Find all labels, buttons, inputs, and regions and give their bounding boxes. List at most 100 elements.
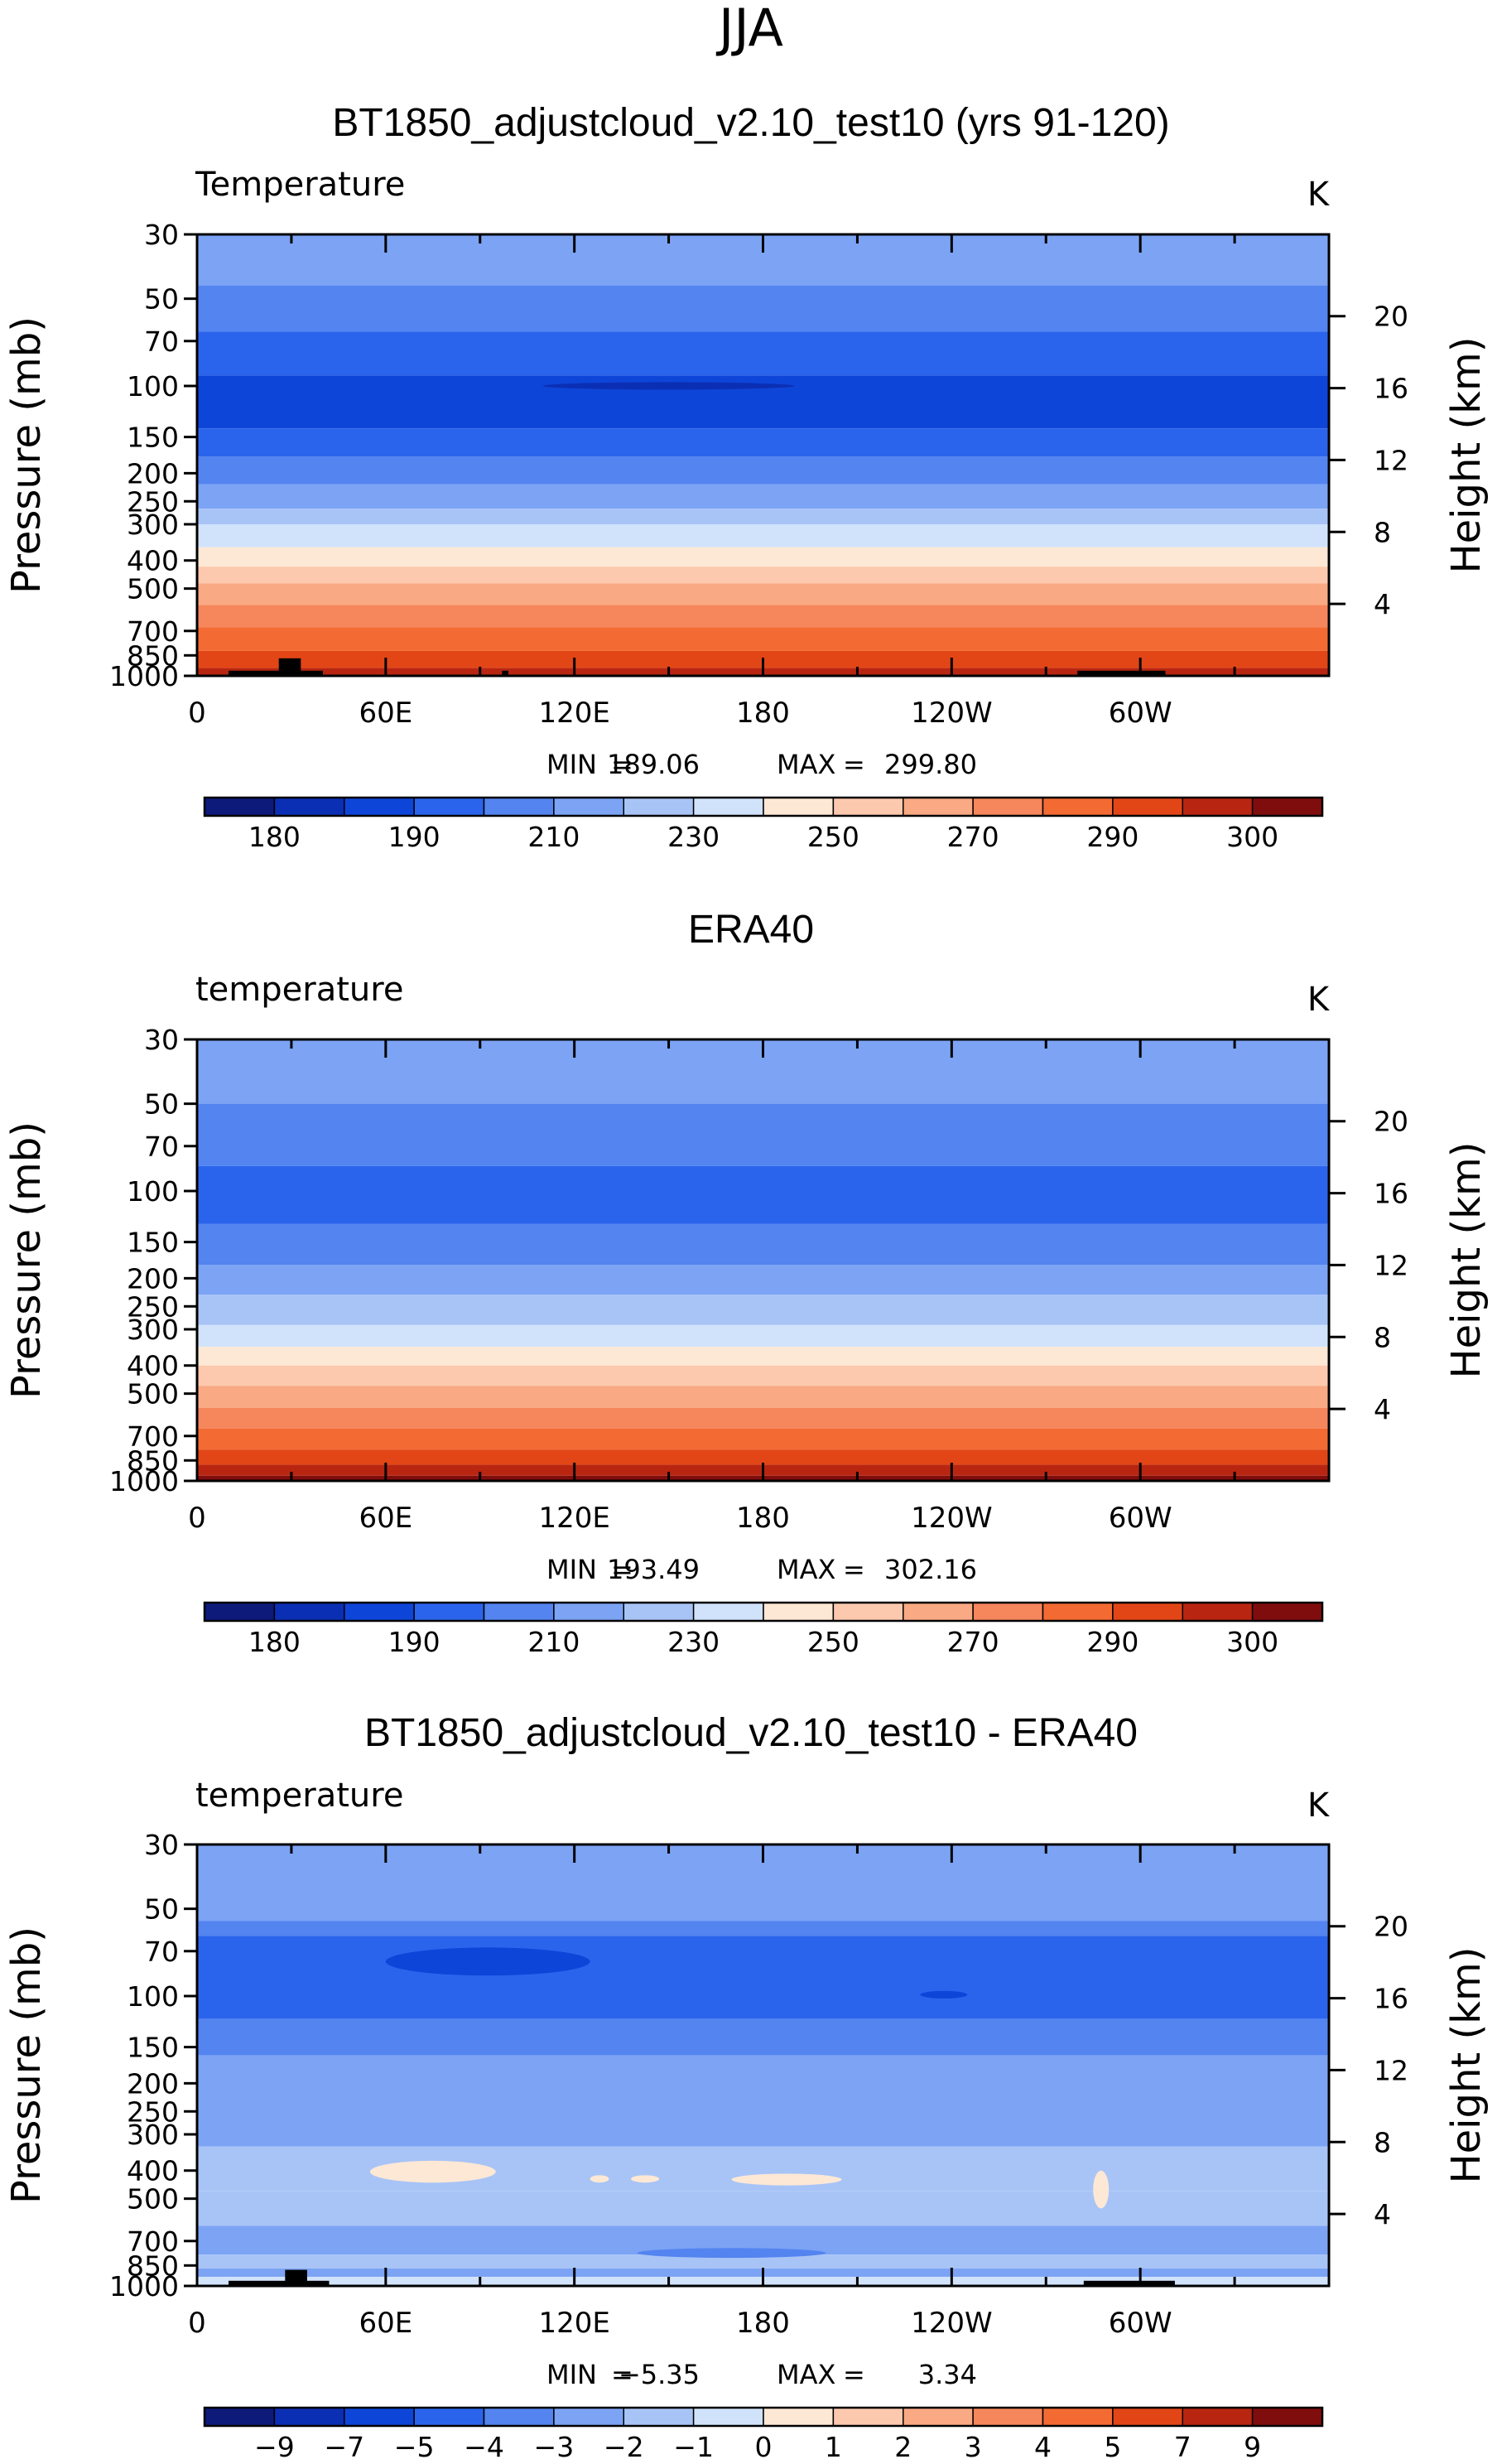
colorbar-tick-label: 190 [388, 1626, 440, 1658]
colorbar-swatch [273, 2407, 345, 2427]
colorbar-tick-label: 230 [667, 1626, 720, 1658]
colorbar-tick-label: 210 [527, 1626, 580, 1658]
colorbar-swatch [1042, 797, 1114, 817]
colorbar-swatch [763, 2407, 835, 2427]
colorbar-tick-label: 270 [947, 1626, 999, 1658]
panel-3: BT1850_adjustcloud_v2.10_test10 - ERA40 t… [3, 1711, 1490, 2463]
contour-band [197, 484, 1329, 509]
y-tick-label: 300 [127, 509, 179, 541]
y-tick-label: 200 [127, 1262, 179, 1295]
y-tick-label: 70 [144, 1131, 179, 1163]
y-tick-label: 1000 [109, 660, 179, 692]
y-tick-label: 70 [144, 1936, 179, 1968]
max-equals: = [843, 749, 865, 780]
panel-title: BT1850_adjustcloud_v2.10_test10 (yrs 91-… [332, 101, 1169, 145]
y-tick-label: 30 [144, 219, 179, 251]
height-tick-label: 20 [1374, 1106, 1408, 1138]
colorbar-swatch [344, 1602, 415, 1622]
x-tick-label: 180 [736, 1502, 790, 1535]
max-equals: = [843, 2359, 865, 2390]
colorbar-swatch [972, 797, 1044, 817]
height-tick-label: 12 [1374, 444, 1408, 476]
colorbar-swatch [1182, 2407, 1254, 2427]
colorbar-swatch [903, 2407, 974, 2427]
min-value: 193.49 [607, 1554, 700, 1585]
y-tick-label: 50 [144, 1893, 179, 1926]
contour-band [197, 1295, 1329, 1325]
colorbar-frame [203, 2406, 1324, 2428]
contour-band [197, 2254, 1329, 2269]
colorbar-tick-label: 290 [1086, 821, 1139, 853]
colorbar-swatch [832, 2407, 904, 2427]
y-tick-label: 200 [127, 457, 179, 489]
x-tick-label: 120E [538, 1502, 609, 1535]
contour-band [197, 523, 1329, 547]
contour-patch [631, 2175, 660, 2183]
y-tick-label: 850 [127, 2249, 179, 2282]
colorbar-frame [203, 796, 1324, 817]
y2-axis-title: Height (km) [1443, 1947, 1490, 2184]
max-value: 302.16 [884, 1554, 977, 1585]
panel-1: BT1850_adjustcloud_v2.10_test10 (yrs 91-… [3, 101, 1490, 853]
colorbar-tick-label: 270 [947, 821, 999, 853]
min-label: MIN [546, 2359, 597, 2390]
colorbar-tick-label: 230 [667, 821, 720, 853]
colorbar: 180 190 210 230 250 270 290 300 [203, 796, 1324, 853]
contour-band [197, 2018, 1329, 2056]
x-tick-label: 120W [911, 2307, 993, 2340]
x-tick-label: 60E [359, 697, 412, 730]
y-tick-label: 150 [127, 1227, 179, 1259]
colorbar-tick-label: −9 [254, 2431, 295, 2463]
colorbar-swatch [413, 2407, 485, 2427]
contour-band [197, 567, 1329, 584]
min-label: MIN [546, 749, 597, 780]
colorbar-tick-label: 4 [1034, 2431, 1052, 2463]
y-tick-label: 850 [127, 1444, 179, 1477]
colorbar-tick-label: 300 [1226, 821, 1278, 853]
y-axis-title: Pressure (mb) [3, 316, 50, 594]
contour-band [197, 1103, 1329, 1166]
height-tick-label: 8 [1374, 1321, 1391, 1353]
y-tick-label: 250 [127, 1290, 179, 1323]
x-tick-label: 120E [538, 2307, 609, 2340]
contour-patch [590, 2175, 609, 2183]
contour-patch [637, 2248, 826, 2259]
colorbar-tick-label: 250 [807, 1626, 859, 1658]
height-tick-label: 12 [1374, 1249, 1408, 1281]
min-equals: = [611, 2359, 633, 2390]
height-tick-label: 4 [1374, 1393, 1391, 1425]
contour-band [197, 1936, 1329, 2019]
min-value: −5.35 [619, 2359, 700, 2390]
panel-title: ERA40 [688, 908, 814, 952]
colorbar-swatch [344, 2407, 415, 2427]
contour-band [197, 456, 1329, 485]
height-tick-label: 8 [1374, 516, 1391, 548]
x-tick-label: 180 [736, 697, 790, 730]
contour-band [197, 1223, 1329, 1266]
y-tick-label: 500 [127, 1378, 179, 1410]
contour-patch [731, 2173, 842, 2186]
contour-band [197, 2055, 1329, 2147]
colorbar-frame [203, 1601, 1324, 1623]
colorbar-swatch [1042, 2407, 1114, 2427]
y-tick-label: 30 [144, 1829, 179, 1861]
x-tick-label: 60W [1109, 2307, 1172, 2340]
height-tick-label: 20 [1374, 1911, 1408, 1943]
max-label: MAX [777, 2359, 835, 2390]
y-tick-label: 50 [144, 1088, 179, 1121]
topography [228, 2280, 330, 2286]
x-tick-label: 60W [1109, 1502, 1172, 1535]
colorbar-tick-label: 7 [1174, 2431, 1191, 2463]
contour-patch [385, 1947, 590, 1976]
contour-band [197, 1365, 1329, 1386]
colorbar-tick-label: 0 [755, 2431, 773, 2463]
y2-axis-title: Height (km) [1443, 1142, 1490, 1379]
topography [1077, 670, 1166, 676]
y-tick-label: 850 [127, 639, 179, 672]
height-tick-label: 8 [1374, 2126, 1391, 2158]
height-tick-label: 20 [1374, 301, 1408, 333]
colorbar-swatch [1112, 797, 1183, 817]
colorbar-tick-label: 1 [825, 2431, 842, 2463]
colorbar-swatch [903, 797, 974, 817]
units-label: K [1307, 1787, 1331, 1825]
